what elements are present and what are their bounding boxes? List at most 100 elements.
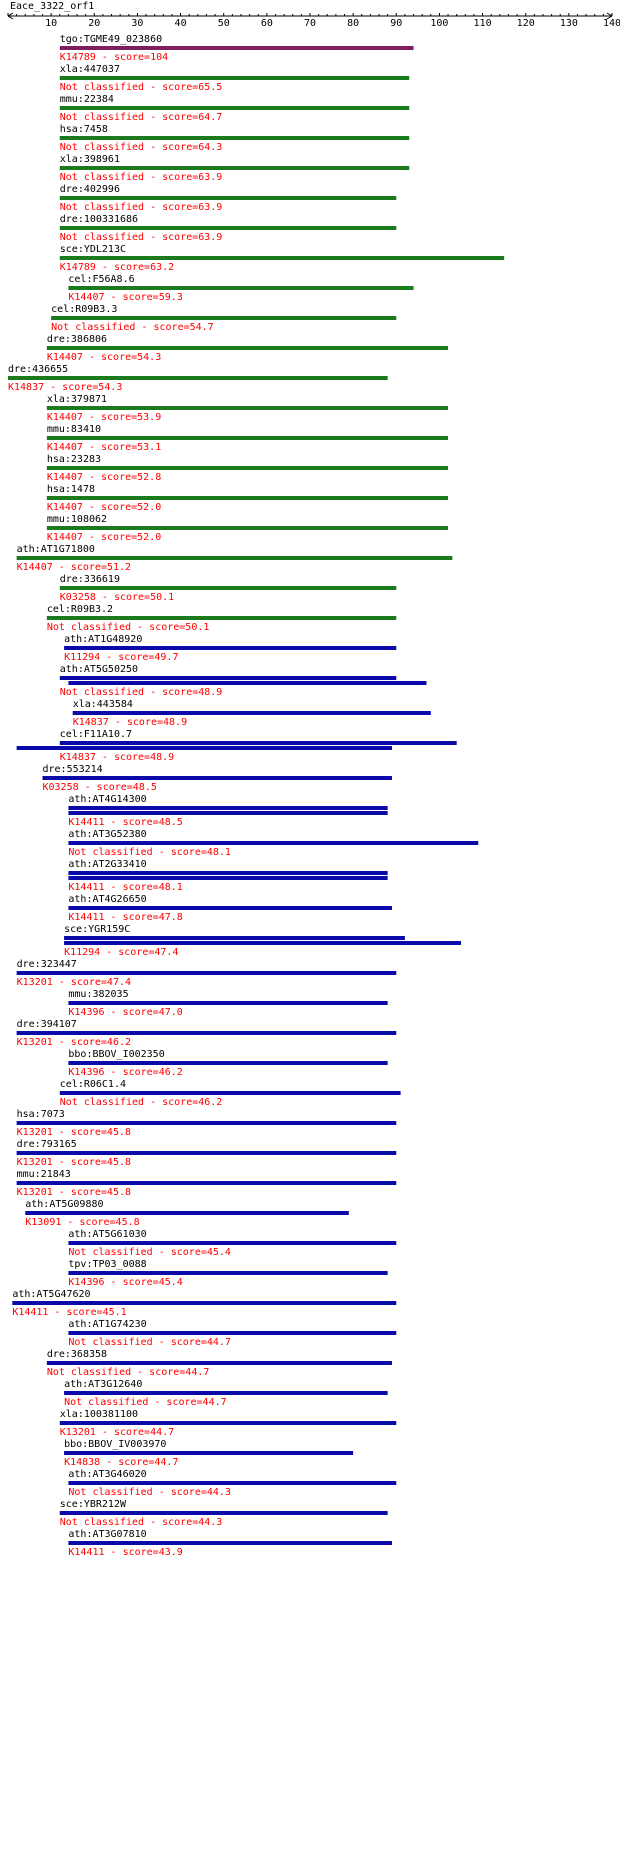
hit-bar[interactable] [16,1181,397,1185]
hit-row[interactable]: tpv:TP03_0088 K14396 - score=45.4 [68,1259,388,1288]
hit-name[interactable]: cel:F56A8.6 [68,274,134,285]
hit-bar[interactable] [59,1091,401,1095]
hit-bar[interactable] [59,1421,397,1425]
hit-bar[interactable] [68,806,388,810]
hit-ko-score[interactable]: K11294 - score=47.4 [64,947,178,958]
hit-bar[interactable] [46,496,449,500]
hit-ko-score[interactable]: K14407 - score=53.9 [47,412,161,423]
hit-ko-score[interactable]: K13201 - score=45.8 [17,1127,131,1138]
hit-name[interactable]: cel:F11A10.7 [60,729,132,740]
hit-ko-score[interactable]: K14396 - score=47.0 [68,1007,182,1018]
hit-name[interactable]: xla:100381100 [60,1409,138,1420]
hit-name[interactable]: cel:R09B3.3 [51,304,117,315]
hit-name[interactable]: dre:402996 [60,184,120,195]
hit-name[interactable]: xla:443584 [73,699,133,710]
hit-bar[interactable] [59,136,410,140]
hit-bar[interactable] [68,681,427,685]
hit-ko-score[interactable]: K14407 - score=52.8 [47,472,161,483]
hit-name[interactable]: ath:AT5G47620 [12,1289,90,1300]
hit-ko-score[interactable]: Not classified - score=44.7 [47,1367,210,1378]
hit-row[interactable]: bbo:BBOV_IV003970 K14838 - score=44.7 [64,1439,354,1468]
hit-row[interactable]: mmu:108062 K14407 - score=52.0 [46,514,449,543]
hit-bar[interactable] [59,166,410,170]
hit-bar[interactable] [59,76,410,80]
hit-name[interactable]: ath:AT3G07810 [68,1529,146,1540]
hit-row[interactable]: ath:AT4G26650 K14411 - score=47.8 [68,894,392,923]
hit-name[interactable]: tgo:TGME49_023860 [60,34,162,45]
hit-ko-score[interactable]: K14838 - score=44.7 [64,1457,178,1468]
hit-name[interactable]: ath:AT3G12640 [64,1379,142,1390]
hit-row[interactable]: mmu:83410 K14407 - score=53.1 [46,424,449,453]
hit-row[interactable]: hsa:7073 K13201 - score=45.8 [16,1109,397,1138]
hit-name[interactable]: bbo:BBOV_I002350 [68,1049,164,1060]
hit-bar[interactable] [16,1121,397,1125]
hit-bar[interactable] [59,196,397,200]
hit-name[interactable]: tpv:TP03_0088 [68,1259,146,1270]
hit-bar[interactable] [16,971,397,975]
hit-name[interactable]: xla:379871 [47,394,107,405]
hit-bar[interactable] [12,1301,397,1305]
hit-name[interactable]: mmu:382035 [68,989,128,1000]
hit-bar[interactable] [68,1271,388,1275]
hit-ko-score[interactable]: K14396 - score=45.4 [68,1277,182,1288]
hit-bar[interactable] [68,811,388,815]
hit-row[interactable]: ath:AT2G33410 K14411 - score=48.1 [68,859,388,893]
hit-ko-score[interactable]: Not classified - score=44.7 [64,1397,227,1408]
hit-ko-score[interactable]: Not classified - score=44.3 [60,1517,223,1528]
hit-name[interactable]: cel:R09B3.2 [47,604,113,615]
hit-name[interactable]: ath:AT2G33410 [68,859,146,870]
hit-ko-score[interactable]: Not classified - score=46.2 [60,1097,223,1108]
hit-name[interactable]: ath:AT5G50250 [60,664,138,675]
hit-name[interactable]: dre:336619 [60,574,120,585]
hit-row[interactable]: ath:AT1G74230 Not classified - score=44.7 [68,1319,397,1348]
hit-bar[interactable] [16,746,392,750]
hit-row[interactable]: dre:386806 K14407 - score=54.3 [46,334,449,363]
hit-bar[interactable] [46,346,449,350]
hit-bar[interactable] [16,1151,397,1155]
hit-bar[interactable] [68,286,414,290]
hit-row[interactable]: hsa:23283 K14407 - score=52.8 [46,454,449,483]
hit-row[interactable]: cel:F56A8.6 K14407 - score=59.3 [68,274,414,303]
hit-row[interactable]: dre:793165 K13201 - score=45.8 [16,1139,397,1168]
hit-bar[interactable] [68,1331,397,1335]
hit-bar[interactable] [68,841,479,845]
hit-row[interactable]: hsa:1478 K14407 - score=52.0 [46,484,449,513]
hit-ko-score[interactable]: Not classified - score=64.7 [60,112,223,123]
hit-row[interactable]: xla:443584 K14837 - score=48.9 [72,699,431,728]
hit-row[interactable]: cel:R09B3.3 Not classified - score=54.7 [51,304,397,333]
hit-bar[interactable] [8,376,388,380]
hit-name[interactable]: xla:447037 [60,64,120,75]
hit-name[interactable]: dre:436655 [8,364,68,375]
hit-name[interactable]: dre:100331686 [60,214,138,225]
hit-bar[interactable] [59,106,410,110]
hit-row[interactable]: dre:394107 K13201 - score=46.2 [16,1019,397,1048]
hit-bar[interactable] [46,616,397,620]
hit-ko-score[interactable]: Not classified - score=54.7 [51,322,214,333]
hit-ko-score[interactable]: K13201 - score=47.4 [17,977,131,988]
hit-row[interactable]: xla:398961 Not classified - score=63.9 [59,154,410,183]
hit-bar[interactable] [64,1451,354,1455]
hit-row[interactable]: ath:AT3G07810 K14411 - score=43.9 [68,1529,392,1558]
hit-row[interactable]: mmu:382035 K14396 - score=47.0 [68,989,388,1018]
hit-bar[interactable] [46,406,449,410]
hit-ko-score[interactable]: K13091 - score=45.8 [25,1217,139,1228]
hit-name[interactable]: hsa:1478 [47,484,95,495]
hit-ko-score[interactable]: Not classified - score=48.1 [68,847,231,858]
hit-bar[interactable] [68,1001,388,1005]
hit-bar[interactable] [25,1211,349,1215]
hit-bar[interactable] [68,876,388,880]
hit-ko-score[interactable]: K14407 - score=54.3 [47,352,161,363]
hit-ko-score[interactable]: K03258 - score=50.1 [60,592,174,603]
hit-row[interactable]: sce:YDL213C K14789 - score=63.2 [59,244,505,273]
hit-row[interactable]: xla:100381100 K13201 - score=44.7 [59,1409,397,1438]
hit-ko-score[interactable]: K14407 - score=52.0 [47,502,161,513]
hit-ko-score[interactable]: Not classified - score=64.3 [60,142,223,153]
hit-row[interactable]: dre:436655 K14837 - score=54.3 [8,364,388,393]
hit-bar[interactable] [42,776,392,780]
hit-name[interactable]: mmu:21843 [17,1169,71,1180]
hit-bar[interactable] [46,526,449,530]
hit-name[interactable]: sce:YDL213C [60,244,126,255]
hit-name[interactable]: sce:YBR212W [60,1499,127,1510]
hit-ko-score[interactable]: K14837 - score=54.3 [8,382,122,393]
hit-ko-score[interactable]: K14789 - score=63.2 [60,262,174,273]
